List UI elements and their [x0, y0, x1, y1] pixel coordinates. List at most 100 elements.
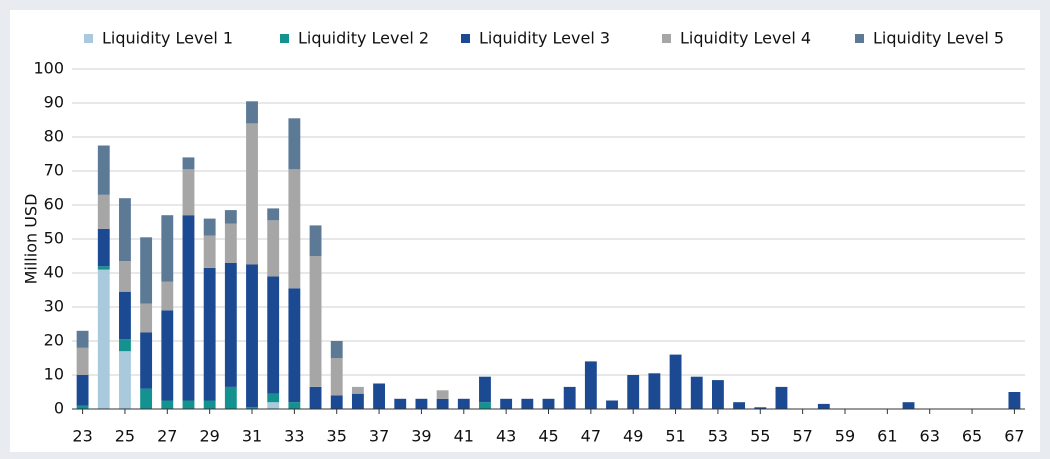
bar-segment: [140, 237, 153, 304]
bar-segment: [246, 264, 258, 408]
bar-segment: [119, 339, 131, 352]
bar-segment: [161, 400, 174, 409]
legend-label: Liquidity Level 1: [102, 29, 233, 48]
y-tick-label: 50: [44, 229, 64, 248]
legend-swatch: [84, 34, 93, 43]
bar-segment: [140, 332, 153, 389]
bar-segment: [97, 266, 110, 270]
bar-segment: [1008, 392, 1021, 409]
bar-segment: [203, 218, 216, 236]
x-tick-label: 51: [665, 427, 685, 446]
bar-segment: [669, 354, 682, 409]
x-tick-label: 53: [708, 427, 728, 446]
bar-segment: [479, 402, 491, 409]
bar-segment: [648, 373, 661, 409]
bar-segment: [690, 376, 703, 409]
x-tick-label: 63: [920, 427, 940, 446]
bar-segment: [775, 386, 788, 409]
bar-segment: [224, 386, 237, 409]
y-tick-label: 20: [44, 331, 64, 350]
bar-segment: [246, 407, 258, 409]
bar-segment: [902, 402, 915, 409]
x-tick-label: 29: [199, 427, 219, 446]
bar-segment: [330, 358, 343, 396]
bar-segment: [182, 157, 195, 170]
bar-segment: [246, 123, 258, 265]
bar-segment: [203, 235, 216, 268]
bar-segment: [309, 386, 322, 409]
y-tick-label: 0: [54, 399, 64, 418]
bar-segment: [76, 347, 89, 375]
bar-segment: [711, 380, 724, 409]
x-tick-label: 27: [157, 427, 177, 446]
x-tick-label: 31: [242, 427, 262, 446]
bar-segment: [288, 288, 301, 403]
bar-segment: [351, 393, 364, 409]
bar-segment: [224, 262, 237, 387]
bar-segment: [500, 398, 513, 409]
bar-segment: [161, 281, 174, 311]
x-tick-label: 43: [496, 427, 516, 446]
bar-segment: [330, 395, 343, 409]
bar-segment: [330, 341, 343, 358]
bar-segment: [161, 310, 174, 401]
bar-segment: [627, 375, 640, 409]
bar-segment: [119, 351, 131, 409]
bar-segment: [97, 194, 110, 229]
legend-swatch: [280, 34, 289, 43]
bar-segment: [267, 402, 280, 409]
x-tick-label: 65: [962, 427, 982, 446]
y-tick-label: 70: [44, 161, 64, 180]
bar-segment: [119, 198, 131, 262]
y-tick-label: 90: [44, 93, 64, 112]
bar-segment: [817, 403, 830, 409]
x-tick-label: 49: [623, 427, 643, 446]
x-tick-label: 35: [327, 427, 347, 446]
x-tick-label: 39: [411, 427, 431, 446]
y-tick-label: 40: [44, 263, 64, 282]
bar-segment: [542, 398, 555, 409]
x-tick-label: 45: [538, 427, 558, 446]
x-tick-label: 47: [581, 427, 601, 446]
bar-segment: [288, 402, 301, 409]
bar-segment: [563, 386, 576, 409]
bar-segment: [76, 330, 89, 348]
bar-segment: [733, 402, 746, 409]
bar-segment: [203, 400, 216, 409]
bar-segment: [161, 215, 174, 282]
bar-segment: [224, 223, 237, 263]
bar-segment: [584, 361, 597, 409]
bar-segment: [267, 208, 280, 221]
bar-segment: [394, 398, 407, 409]
bar-segment: [76, 375, 89, 406]
bar-segment: [309, 225, 322, 256]
legend-swatch: [461, 34, 470, 43]
bar-segment: [224, 210, 237, 224]
y-tick-label: 10: [44, 365, 64, 384]
y-tick-label: 100: [33, 59, 64, 78]
bar-segment: [140, 303, 153, 333]
bar-segment: [436, 398, 449, 409]
x-tick-label: 59: [835, 427, 855, 446]
legend-label: Liquidity Level 4: [680, 29, 811, 48]
bar-segment: [606, 400, 618, 409]
bar-segment: [97, 269, 110, 409]
bar-segment: [76, 405, 89, 409]
bar-segment: [436, 390, 449, 399]
x-tick-label: 37: [369, 427, 389, 446]
x-tick-label: 33: [284, 427, 304, 446]
bar-segment: [479, 376, 491, 403]
bar-segment: [288, 118, 301, 170]
legend-swatch: [662, 34, 671, 43]
bar-segment: [203, 267, 216, 401]
y-tick-label: 60: [44, 195, 64, 214]
bar-segment: [309, 256, 322, 387]
x-tick-label: 55: [750, 427, 770, 446]
y-tick-label: 30: [44, 297, 64, 316]
bar-segment: [521, 398, 534, 409]
x-tick-label: 67: [1004, 427, 1024, 446]
x-tick-label: 25: [115, 427, 135, 446]
bar-segment: [754, 407, 767, 409]
